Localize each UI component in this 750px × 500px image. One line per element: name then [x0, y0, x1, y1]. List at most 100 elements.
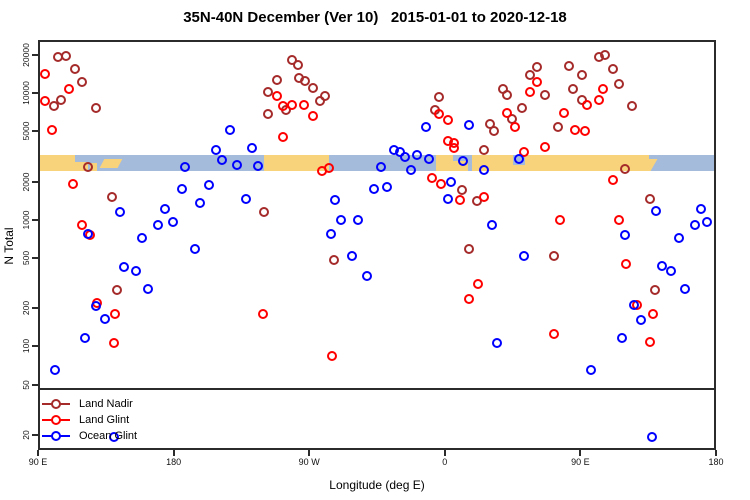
- data-point-land-nadir: [619, 164, 630, 175]
- y-axis-tick: [32, 434, 38, 437]
- y-axis-tick: [32, 180, 38, 183]
- data-point-land-glint: [613, 215, 624, 226]
- data-point-land-nadir: [539, 89, 550, 100]
- data-point-land-glint: [581, 99, 592, 110]
- data-point-land-nadir: [292, 59, 303, 70]
- y-axis-tick-label: 50: [21, 379, 31, 390]
- band-segment-land: [452, 161, 468, 171]
- data-point-land-glint: [257, 308, 268, 319]
- data-point-land-glint: [108, 338, 119, 349]
- data-point-land-glint: [455, 195, 466, 206]
- data-point-land-glint: [327, 351, 338, 362]
- data-point-land-nadir: [77, 77, 88, 88]
- band-segment-land: [74, 162, 89, 171]
- legend-ring-icon: [51, 415, 61, 425]
- data-point-ocean-glint: [224, 125, 235, 136]
- data-point-ocean-glint: [443, 194, 454, 205]
- data-point-ocean-glint: [487, 219, 497, 230]
- data-point-ocean-glint: [491, 338, 502, 349]
- data-point-ocean-glint: [241, 194, 252, 205]
- data-point-land-glint: [435, 178, 446, 189]
- data-point-ocean-glint: [247, 143, 258, 154]
- legend-label: Land Glint: [79, 414, 130, 426]
- data-point-land-nadir: [488, 126, 499, 137]
- data-point-land-nadir: [568, 84, 579, 95]
- data-point-ocean-glint: [190, 243, 201, 254]
- y-axis-tick-label: 20: [21, 430, 31, 440]
- data-point-land-glint: [271, 90, 282, 101]
- data-point-ocean-glint: [446, 177, 457, 188]
- data-point-land-nadir: [607, 63, 618, 74]
- data-point-ocean-glint: [99, 313, 110, 324]
- legend-label: Ocean Glint: [79, 430, 138, 442]
- data-point-land-glint: [47, 125, 58, 136]
- data-point-ocean-glint: [203, 180, 214, 191]
- data-points-layer: [40, 42, 714, 448]
- data-point-land-glint: [473, 279, 484, 290]
- data-point-land-nadir: [262, 108, 273, 119]
- plot-area: [38, 40, 716, 450]
- data-point-ocean-glint: [702, 216, 713, 227]
- data-point-land-nadir: [524, 70, 535, 81]
- data-point-ocean-glint: [369, 184, 380, 195]
- legend-row: Land Glint: [42, 412, 137, 428]
- data-point-land-nadir: [434, 91, 445, 102]
- y-axis-tick: [32, 256, 38, 259]
- data-point-land-glint: [502, 108, 513, 119]
- data-point-land-nadir: [600, 50, 610, 61]
- data-point-land-nadir: [60, 51, 71, 62]
- data-point-ocean-glint: [80, 333, 91, 344]
- data-point-ocean-glint: [657, 260, 668, 271]
- data-point-ocean-glint: [108, 432, 119, 443]
- x-axis-tick-label: 180: [708, 457, 724, 467]
- x-axis-tick: [308, 450, 311, 456]
- data-point-land-glint: [621, 258, 632, 269]
- data-point-land-glint: [559, 108, 570, 119]
- data-point-ocean-glint: [636, 314, 647, 325]
- y-axis-tick: [32, 130, 38, 133]
- data-point-ocean-glint: [152, 219, 163, 230]
- legend-row: Ocean Glint: [42, 428, 137, 444]
- data-point-ocean-glint: [131, 265, 142, 276]
- data-point-land-nadir: [479, 145, 490, 156]
- data-point-land-nadir: [107, 192, 118, 203]
- data-point-land-nadir: [456, 185, 467, 196]
- legend-symbol: [42, 399, 70, 409]
- data-point-land-nadir: [48, 101, 59, 111]
- data-point-ocean-glint: [690, 219, 701, 230]
- y-axis-tick: [32, 383, 38, 386]
- data-point-ocean-glint: [232, 159, 243, 170]
- band-segment-ocean: [75, 155, 86, 163]
- data-point-land-glint: [532, 77, 543, 88]
- legend-ring-icon: [51, 399, 61, 409]
- y-axis-tick: [32, 53, 38, 56]
- band-segment-land: [264, 155, 330, 171]
- data-point-land-nadir: [328, 254, 339, 265]
- data-point-ocean-glint: [423, 154, 434, 165]
- x-axis-tick-label: 90 W: [298, 457, 320, 467]
- data-point-land-glint: [324, 163, 335, 174]
- data-point-land-nadir: [56, 94, 67, 105]
- data-point-ocean-glint: [330, 195, 341, 206]
- data-point-land-glint: [593, 94, 604, 105]
- data-point-land-nadir: [502, 89, 513, 100]
- y-axis-tick-label: 1000: [21, 210, 31, 230]
- data-point-ocean-glint: [119, 261, 130, 272]
- x-axis-tick: [443, 450, 446, 456]
- data-point-land-glint: [277, 132, 288, 143]
- data-point-ocean-glint: [381, 182, 392, 193]
- data-point-land-nadir: [271, 75, 282, 86]
- data-point-ocean-glint: [399, 152, 410, 163]
- data-point-ocean-glint: [217, 155, 228, 166]
- data-point-ocean-glint: [137, 232, 148, 243]
- data-point-ocean-glint: [514, 154, 525, 165]
- data-point-land-glint: [648, 308, 659, 319]
- data-point-land-nadir: [111, 284, 122, 295]
- data-point-land-glint: [110, 308, 121, 319]
- y-axis-tick-label: 5000: [21, 121, 31, 141]
- data-point-land-glint: [524, 87, 535, 98]
- data-point-ocean-glint: [352, 215, 363, 226]
- data-point-land-nadir: [259, 206, 270, 217]
- data-point-ocean-glint: [696, 204, 707, 215]
- data-point-land-nadir: [90, 103, 101, 114]
